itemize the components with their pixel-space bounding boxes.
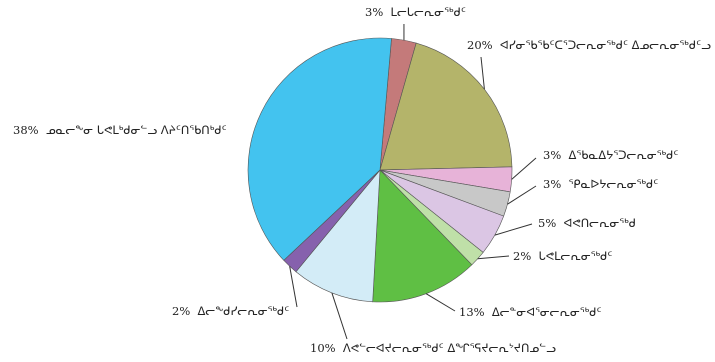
slice-name-0: ᒪᓕᒐᓕᕆᓂᕐᒃᑯᑦ: [383, 5, 466, 19]
slice-name-9: ᓄᓇᓕᖕᓂ ᒐᕙᒪᒃᑯᓂᓪᓗ ᐱᔨᑦᑎᖃᑎᒃᑯᑦ: [39, 123, 227, 137]
slice-percent-8: 2%: [172, 304, 190, 318]
slice-label-9: 38% ᓄᓇᓕᖕᓂ ᒐᕙᒪᒃᑯᓂᓪᓗ ᐱᔨᑦᑎᖃᑎᒃᑯᑦ: [13, 123, 227, 137]
slice-percent-7: 10%: [310, 341, 336, 355]
leader-line-2: [511, 157, 537, 180]
leader-lines: [289, 24, 537, 340]
pie-slice-9: [247, 37, 392, 261]
slice-label-1: 20% ᐊᓯᓂᖃᖃᑦᑕᕐᑐᓕᕆᓂᕐᒃᑯᑦ ᐃᓄᓕᕆᓂᕐᒃᑯᑦᓗ: [467, 38, 711, 52]
slice-name-4: ᐊᕙᑎᓕᕆᓂᕐᒃᑯ: [556, 216, 636, 230]
pie-slice-1: [379, 42, 513, 171]
slice-name-1: ᐊᓯᓂᖃᖃᑦᑕᕐᑐᓕᕆᓂᕐᒃᑯᑦ ᐃᓄᓕᕆᓂᕐᒃᑯᑦᓗ: [493, 38, 712, 52]
slice-label-3: 3% ᕿᓇᐅᔭᓕᕆᓂᕐᒃᑯᑦ: [543, 177, 658, 191]
slice-percent-3: 3%: [543, 177, 561, 191]
leader-line-3: [507, 185, 537, 205]
slice-label-2: 3% ᐃᖃᓇᐃᔭᕐᑐᓕᕆᓂᕐᒃᑯᑦ: [543, 148, 678, 162]
slice-percent-0: 3%: [365, 5, 383, 19]
leader-line-8: [289, 266, 298, 308]
leader-line-7: [331, 292, 348, 340]
slice-label-0: 3% ᒪᓕᒐᓕᕆᓂᕐᒃᑯᑦ: [365, 5, 466, 19]
leader-line-1: [480, 56, 485, 90]
slice-name-8: ᐃᓕᖕᑯᓯᓕᕆᓂᕐᒃᑯᑦ: [190, 304, 289, 318]
pie-slice-6: [372, 169, 473, 303]
slice-percent-4: 5%: [538, 216, 556, 230]
leader-line-5: [477, 255, 510, 260]
slice-percent-2: 3%: [543, 148, 561, 162]
slice-label-5: 2% ᒐᕙᒪᓕᕆᓂᕐᒃᑯᑦ: [513, 249, 612, 263]
slice-label-7: 10% ᐱᕙᓪᓕᐊᔪᓕᕆᓂᕐᒃᑯᑦ ᐃᖏᕐᕋᔪᓕᕆᔾᔪᑎᓄᓪᓗ: [310, 341, 556, 355]
slice-name-5: ᒐᕙᒪᓕᕆᓂᕐᒃᑯᑦ: [531, 249, 612, 263]
slice-name-3: ᕿᓇᐅᔭᓕᕆᓂᕐᒃᑯᑦ: [561, 177, 658, 191]
slice-label-4: 5% ᐊᕙᑎᓕᕆᓂᕐᒃᑯ: [538, 216, 636, 230]
slice-percent-5: 2%: [513, 249, 531, 263]
slice-labels: 3% ᒪᓕᒐᓕᕆᓂᕐᒃᑯᑦ 20% ᐊᓯᓂᖃᖃᑦᑕᕐᑐᓕᕆᓂᕐᒃᑯᑦ ᐃᓄᓕᕆᓂᕐ…: [13, 5, 711, 355]
slice-name-6: ᐃᓕᓐᓂᐊᕐᓂᓕᕆᓂᕐᒃᑯᑦ: [485, 305, 602, 319]
slice-percent-1: 20%: [467, 38, 493, 52]
slice-name-2: ᐃᖃᓇᐃᔭᕐᑐᓕᕆᓂᕐᒃᑯᑦ: [561, 148, 678, 162]
slice-name-7: ᐱᕙᓪᓕᐊᔪᓕᕆᓂᕐᒃᑯᑦ ᐃᖏᕐᕋᔪᓕᕆᔾᔪᑎᓄᓪᓗ: [336, 341, 557, 355]
leader-line-4: [494, 223, 533, 236]
slice-percent-9: 38%: [13, 123, 39, 137]
slice-percent-6: 13%: [459, 305, 485, 319]
slice-label-8: 2% ᐃᓕᖕᑯᓯᓕᕆᓂᕐᒃᑯᑦ: [172, 304, 289, 318]
pie-slices: [247, 37, 513, 303]
pie-slice-7: [295, 169, 381, 303]
slice-label-6: 13% ᐃᓕᓐᓂᐊᕐᓂᓕᕆᓂᕐᒃᑯᑦ: [459, 305, 602, 319]
leader-line-6: [425, 293, 456, 312]
